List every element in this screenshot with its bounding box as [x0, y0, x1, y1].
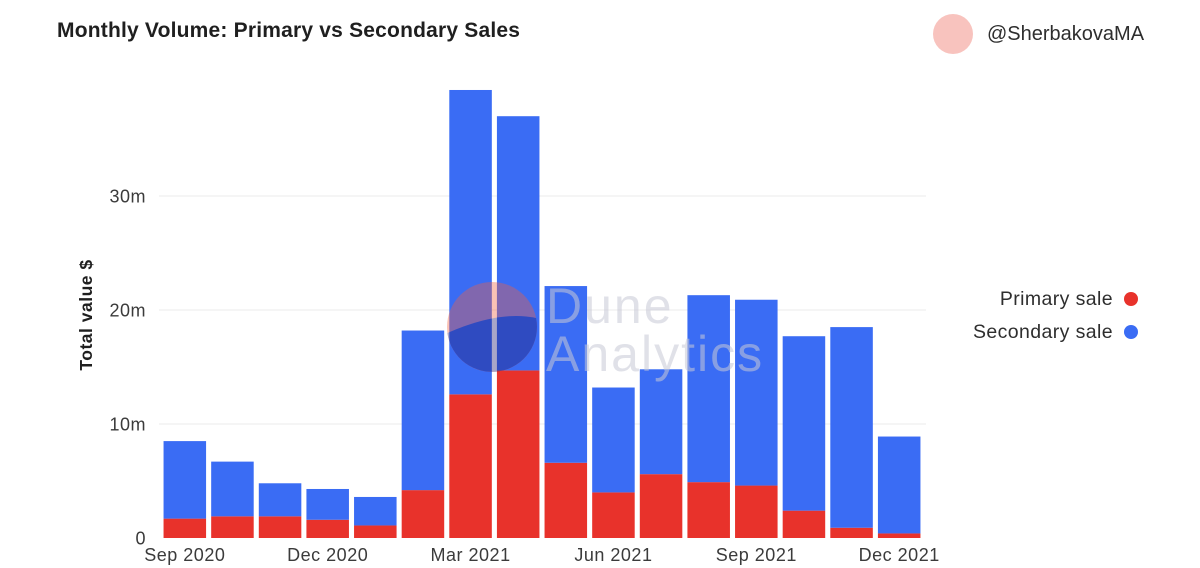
bar-primary-sale-2020-12 — [306, 519, 349, 538]
chart-title: Monthly Volume: Primary vs Secondary Sal… — [57, 19, 521, 42]
x-tick-label: Jun 2021 — [574, 545, 652, 565]
bar-secondary-sale-2020-11 — [258, 483, 302, 517]
bar-primary-sale-2021-10 — [782, 510, 826, 538]
legend-label-primary-sale: Primary sale — [999, 288, 1113, 310]
legend-swatch-primary-sale — [1124, 292, 1138, 306]
bar-secondary-sale-2021-08 — [687, 295, 730, 483]
y-tick-label: 30m — [109, 187, 146, 207]
bar-secondary-sale-2021-01 — [354, 496, 397, 526]
x-axis-ticks: Sep 2020 Dec 2020 Mar 2021 Jun 2021 Sep 2021… — [144, 545, 939, 565]
author-name: @SherbakovaMA — [987, 23, 1145, 45]
x-tick-label: Sep 2021 — [716, 545, 797, 565]
author-badge[interactable]: @SherbakovaMA — [933, 14, 1144, 54]
bar-primary-sale-2021-06 — [592, 492, 635, 538]
bar-primary-sale-2021-02 — [401, 490, 445, 538]
bar-primary-sale-2021-12 — [877, 533, 921, 538]
avatar — [933, 14, 973, 54]
legend-item-primary-sale[interactable]: Primary sale — [1000, 287, 1138, 311]
x-tick-label: Dec 2021 — [859, 545, 940, 565]
y-tick-label: 20m — [109, 301, 146, 321]
bar-secondary-sale-2020-09 — [163, 441, 207, 519]
bar-secondary-sale-2021-03 — [449, 89, 492, 395]
bar-secondary-sale-2021-10 — [782, 336, 826, 511]
bar-primary-sale-2021-08 — [687, 482, 730, 538]
bar-primary-sale-2020-09 — [163, 518, 207, 538]
bar-primary-sale-2021-07 — [639, 474, 683, 538]
bar-secondary-sale-2021-11 — [830, 327, 873, 528]
y-tick-label: 10m — [109, 415, 146, 435]
y-axis-label: Total value $ — [76, 259, 96, 370]
bar-primary-sale-2021-03 — [449, 394, 492, 538]
bar-primary-sale-2021-05 — [544, 462, 588, 538]
bar-primary-sale-2021-11 — [830, 527, 873, 538]
bar-secondary-sale-2021-02 — [401, 330, 445, 491]
x-tick-label: Dec 2020 — [287, 545, 368, 565]
bar-primary-sale-2021-09 — [735, 485, 778, 538]
y-axis-ticks: 0 10m 20m 30m — [109, 187, 146, 549]
legend: Primary sale Secondary sale — [973, 287, 1138, 344]
bar-primary-sale-2021-01 — [354, 525, 397, 538]
bar-secondary-sale-2021-12 — [877, 436, 921, 534]
bar-secondary-sale-2020-12 — [306, 488, 349, 520]
legend-item-secondary-sale[interactable]: Secondary sale — [973, 320, 1138, 344]
legend-swatch-secondary-sale — [1124, 325, 1138, 339]
y-tick-label: 0 — [135, 529, 146, 549]
x-tick-label: Mar 2021 — [431, 545, 511, 565]
bar-secondary-sale-2021-04 — [496, 116, 540, 371]
bars — [163, 89, 921, 538]
bar-secondary-sale-2021-07 — [639, 369, 683, 475]
bar-primary-sale-2020-10 — [211, 516, 254, 538]
bar-secondary-sale-2021-06 — [592, 387, 635, 493]
bar-primary-sale-2020-11 — [258, 516, 302, 538]
bar-secondary-sale-2021-09 — [735, 299, 778, 486]
legend-label-secondary-sale: Secondary sale — [972, 321, 1113, 343]
bar-secondary-sale-2021-05 — [544, 286, 588, 463]
x-tick-label: Sep 2020 — [144, 545, 225, 565]
bar-primary-sale-2021-04 — [496, 370, 540, 538]
bar-secondary-sale-2020-10 — [211, 461, 254, 517]
